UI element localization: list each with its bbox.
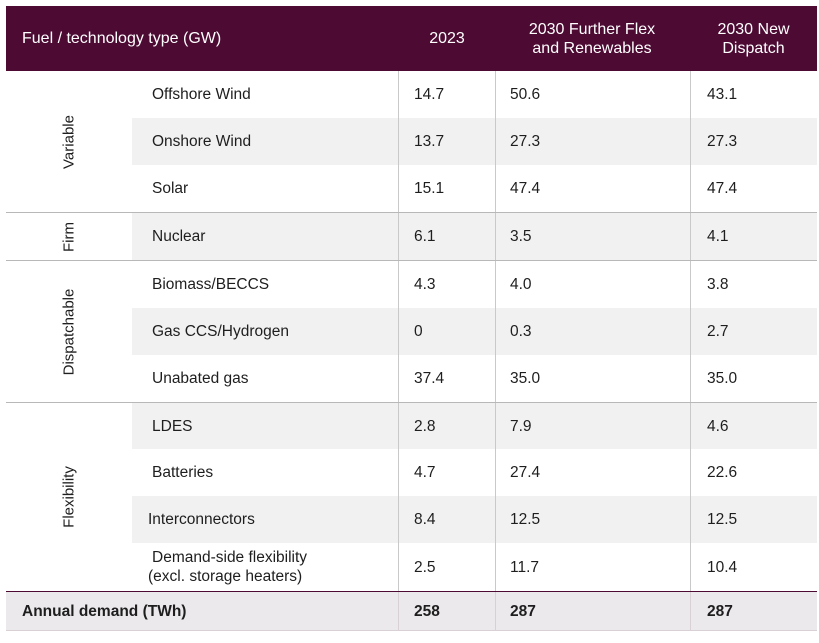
- category-dispatchable-label: Dispatchable: [60, 288, 78, 375]
- cell-new-dispatch: 4.1: [707, 228, 729, 245]
- cell-further-flex: 3.5: [510, 228, 532, 245]
- cell-further-flex: 35.0: [510, 370, 541, 387]
- category-dispatchable: Dispatchable: [6, 261, 132, 402]
- row-name-unabated-gas: Unabated gas: [152, 370, 249, 387]
- category-firm-label: Firm: [60, 221, 78, 252]
- annual-demand-2023: 258: [414, 602, 440, 620]
- cell-2023: 37.4: [414, 370, 445, 387]
- category-flexibility: Flexibility: [6, 403, 132, 591]
- column-divider: [690, 592, 691, 630]
- row-name-line1: Demand-side flexibility: [152, 549, 308, 566]
- cell-further-flex: 4.0: [510, 276, 532, 293]
- row-name-batteries: Batteries: [152, 464, 214, 481]
- cell-2023: 13.7: [414, 133, 445, 150]
- cell-further-flex: 0.3: [510, 323, 532, 340]
- cell-new-dispatch: 2.7: [707, 323, 729, 340]
- header-new-dispatch: 2030 New Dispatch: [690, 6, 817, 71]
- row-name-line2: (excl. storage heaters): [148, 568, 303, 585]
- cell-2023: 2.5: [414, 558, 436, 576]
- column-divider: [398, 592, 399, 630]
- cell-further-flex: 11.7: [510, 558, 540, 576]
- cell-2023: 2.8: [414, 418, 436, 435]
- cell-new-dispatch: 35.0: [707, 370, 738, 387]
- row-name-interconnectors: Interconnectors: [148, 511, 255, 528]
- cell-further-flex: 47.4: [510, 180, 541, 197]
- table-header: Fuel / technology type (GW) 2023 2030 Fu…: [6, 6, 817, 71]
- cell-2023: 4.3: [414, 276, 436, 293]
- capacity-table: Fuel / technology type (GW) 2023 2030 Fu…: [6, 6, 817, 636]
- category-variable: Variable: [6, 71, 132, 212]
- row-stripe: [132, 402, 817, 449]
- row-name-biomass-beccs: Biomass/BECCS: [152, 276, 270, 293]
- cell-2023: 4.7: [414, 464, 436, 481]
- row-stripe: [132, 118, 817, 165]
- cell-2023: 0: [414, 323, 423, 340]
- category-flexibility-label: Flexibility: [60, 466, 78, 528]
- group-divider: [6, 212, 817, 213]
- row-name-demand-side-flexibility: Demand-side flexibility (excl. storage he…: [148, 543, 308, 591]
- cell-new-dispatch: 22.6: [707, 464, 738, 481]
- row-name-ldes: LDES: [152, 418, 193, 435]
- header-fuel-type: Fuel / technology type (GW): [22, 30, 222, 47]
- header-new-dispatch-line2: Dispatch: [722, 39, 785, 57]
- header-further-flex-line1: 2030 Further Flex: [528, 20, 656, 38]
- header-new-dispatch-line1: 2030 New: [717, 20, 790, 38]
- cell-further-flex: 50.6: [510, 86, 541, 103]
- cell-new-dispatch: 3.8: [707, 276, 729, 293]
- cell-new-dispatch: 10.4: [707, 558, 738, 576]
- group-divider: [6, 260, 817, 261]
- row-stripe: [132, 213, 817, 260]
- row-stripe: [132, 308, 817, 355]
- cell-2023: 8.4: [414, 511, 436, 528]
- column-divider: [690, 71, 691, 591]
- cell-further-flex: 27.4: [510, 464, 541, 481]
- column-divider: [495, 592, 496, 630]
- row-stripe: [132, 496, 817, 543]
- row-name-onshore-wind: Onshore Wind: [152, 133, 252, 150]
- header-further-flex: 2030 Further Flex and Renewables: [495, 6, 689, 71]
- cell-further-flex: 27.3: [510, 133, 541, 150]
- cell-new-dispatch: 27.3: [707, 133, 738, 150]
- cell-further-flex: 12.5: [510, 511, 541, 528]
- cell-2023: 14.7: [414, 86, 445, 103]
- cell-new-dispatch: 4.6: [707, 418, 729, 435]
- cell-new-dispatch: 43.1: [707, 86, 738, 103]
- row-name-nuclear: Nuclear: [152, 228, 206, 245]
- header-2023: 2023: [429, 30, 465, 47]
- category-firm: Firm: [6, 213, 132, 260]
- cell-2023: 6.1: [414, 228, 436, 245]
- annual-demand-label: Annual demand (TWh): [22, 602, 187, 620]
- cell-further-flex: 7.9: [510, 418, 532, 435]
- cell-2023: 15.1: [414, 180, 445, 197]
- row-name-offshore-wind: Offshore Wind: [152, 86, 251, 103]
- row-name-solar: Solar: [152, 180, 189, 197]
- annual-demand-new-dispatch: 287: [707, 602, 733, 620]
- annual-demand-row: Annual demand (TWh) 258 287 287: [6, 591, 817, 631]
- category-variable-label: Variable: [60, 114, 78, 169]
- group-divider: [6, 402, 817, 403]
- column-divider: [398, 71, 399, 591]
- cell-new-dispatch: 12.5: [707, 511, 738, 528]
- row-name-gas-ccs-hydrogen: Gas CCS/Hydrogen: [152, 323, 289, 340]
- annual-demand-further-flex: 287: [510, 602, 536, 620]
- cell-new-dispatch: 47.4: [707, 180, 738, 197]
- header-further-flex-line2: and Renewables: [532, 39, 652, 57]
- column-divider: [495, 71, 496, 591]
